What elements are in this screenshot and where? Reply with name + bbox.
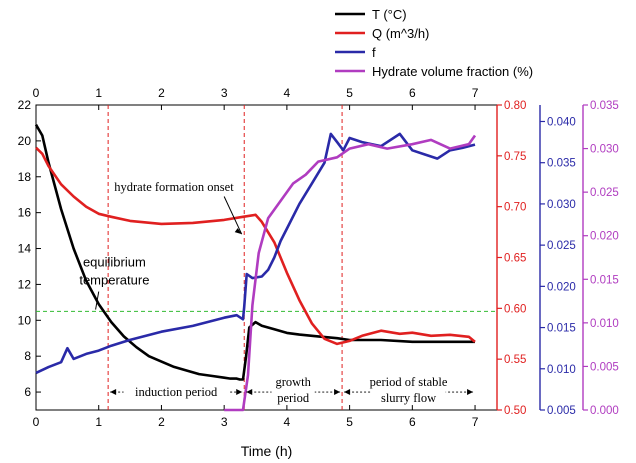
series-line-H — [224, 134, 477, 412]
x-tick-label-bottom: 4 — [284, 415, 291, 429]
x-tick-label-top: 6 — [409, 86, 416, 100]
legend-label: Hydrate volume fraction (%) — [372, 64, 533, 79]
y-tick-label-Q: 0.60 — [504, 303, 526, 315]
x-axis-label: Time (h) — [241, 443, 293, 459]
x-tick-label-bottom: 5 — [346, 415, 353, 429]
x-tick-label-bottom: 6 — [409, 415, 416, 429]
phase-arrow-left — [110, 389, 117, 396]
x-tick-label-top: 0 — [33, 86, 40, 100]
y-tick-label-H: 0.035 — [590, 100, 619, 112]
x-tick-label-bottom: 3 — [221, 415, 228, 429]
x-tick-label-top: 5 — [346, 86, 353, 100]
y-tick-label-Q: 0.80 — [504, 100, 526, 112]
y-tick-label-T: 22 — [18, 98, 32, 112]
phase-label: induction period — [135, 385, 218, 399]
x-tick-label-top: 4 — [284, 86, 291, 100]
y-tick-label-f: 0.035 — [547, 158, 576, 170]
y-tick-label-Q: 0.50 — [504, 405, 526, 417]
y-tick-label-f: 0.015 — [547, 323, 576, 335]
y-tick-label-f: 0.025 — [547, 240, 576, 252]
series-line-T — [34, 124, 475, 381]
y-tick-label-T: 10 — [18, 313, 32, 327]
y-tick-label-f: 0.005 — [547, 405, 576, 417]
phase-label-bg — [371, 391, 446, 406]
phase-label-bg — [355, 375, 462, 390]
legend-label: Q (m^3/h) — [372, 26, 429, 41]
x-tick-label-top: 3 — [221, 86, 228, 100]
x-tick-label-top: 7 — [472, 86, 479, 100]
x-tick-label-bottom: 1 — [95, 415, 102, 429]
phase-label-bg — [271, 375, 315, 390]
annotation-onset: hydrate formation onset — [114, 180, 234, 194]
annotation-arrow — [223, 196, 243, 235]
y-tick-label-H: 0.030 — [590, 144, 619, 156]
phase-arrow-right — [334, 389, 341, 396]
annotation-arrowhead — [234, 228, 242, 235]
y-tick-label-Q: 0.70 — [504, 202, 526, 214]
phase-arrow-right — [236, 389, 243, 396]
y-tick-label-T: 6 — [24, 385, 31, 399]
y-tick-label-T: 8 — [24, 349, 31, 363]
y-tick-label-H: 0.015 — [590, 274, 619, 286]
y-tick-label-f: 0.010 — [547, 364, 576, 376]
y-tick-label-H: 0.020 — [590, 231, 619, 243]
y-tick-label-H: 0.005 — [590, 361, 619, 373]
phase-arrow-right — [467, 389, 474, 396]
y-tick-label-H: 0.010 — [590, 318, 619, 330]
x-tick-label-top: 2 — [158, 86, 165, 100]
series-line-f — [35, 132, 476, 375]
y-tick-label-Q: 0.75 — [504, 151, 526, 163]
y-tick-label-T: 16 — [18, 206, 32, 220]
y-tick-label-T: 18 — [18, 170, 32, 184]
series-line-Q — [35, 146, 476, 346]
y-tick-label-Q: 0.55 — [504, 354, 526, 366]
legend-label: T (°C) — [372, 7, 407, 22]
x-tick-label-top: 1 — [95, 86, 102, 100]
y-tick-label-T: 14 — [18, 242, 32, 256]
phase-arrow-left — [344, 389, 351, 396]
y-tick-label-H: 0.025 — [590, 187, 619, 199]
y-tick-label-Q: 0.65 — [504, 253, 526, 265]
annotation-equilibrium: equilibrium — [83, 254, 146, 269]
phase-label: slurry flow — [381, 391, 436, 405]
y-tick-label-T: 12 — [18, 277, 32, 291]
y-tick-label-f: 0.040 — [547, 116, 576, 128]
legend-label: f — [372, 45, 376, 60]
x-tick-label-bottom: 2 — [158, 415, 165, 429]
x-tick-label-bottom: 7 — [472, 415, 479, 429]
y-tick-label-H: 0.000 — [590, 405, 619, 417]
phase-label: growth — [275, 375, 311, 389]
phase-label: period — [277, 391, 310, 405]
y-tick-label-f: 0.030 — [547, 199, 576, 211]
phase-label: period of stable — [370, 375, 448, 389]
y-tick-label-f: 0.020 — [547, 281, 576, 293]
x-tick-label-bottom: 0 — [33, 415, 40, 429]
phase-label-bg — [123, 385, 229, 400]
phase-label-bg — [271, 391, 315, 406]
y-tick-label-T: 20 — [18, 134, 32, 148]
annotation-temperature: temperature — [79, 272, 149, 287]
phase-arrow-left — [246, 389, 253, 396]
equilibrium-pointer — [95, 291, 100, 310]
